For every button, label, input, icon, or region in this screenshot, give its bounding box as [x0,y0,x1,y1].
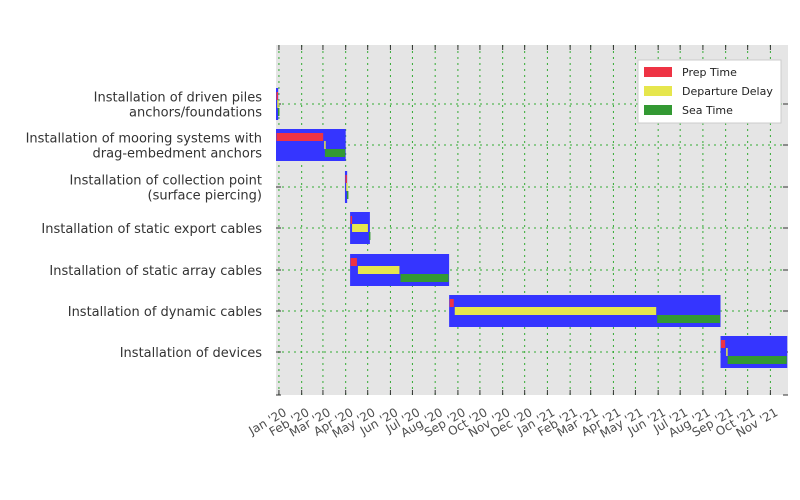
y-category-label: Installation of devices [120,346,262,361]
y-category-label: drag-embedment anchors [93,147,263,162]
total-duration-bar [276,88,279,120]
y-category-label: (surface piercing) [148,189,263,204]
legend-swatch-sea [644,105,672,115]
y-category-label: Installation of driven piles [94,91,263,106]
sea-time-bar [400,274,449,282]
y-category-label: Installation of mooring systems with [26,132,262,147]
y-category-label: Installation of static array cables [49,264,262,279]
y-category-label: anchors/foundations [129,106,262,121]
departure-delay-bar [352,224,368,232]
sea-time-bar [277,108,280,116]
legend-label-delay: Departure Delay [682,85,773,98]
departure-delay-bar [454,307,657,315]
gantt-task [276,129,346,161]
gantt-task [720,336,788,368]
legend-label-sea: Sea Time [682,104,733,117]
legend-label-prep: Prep Time [682,66,737,79]
departure-delay-bar [277,100,279,108]
y-axis-labels: Installation of driven pilesanchors/foun… [26,91,263,362]
prep-time-bar [721,340,726,348]
gantt-task [449,295,721,327]
y-category-label: Installation of collection point [70,174,262,189]
prep-time-bar [449,299,454,307]
legend-swatch-delay [644,86,672,96]
prep-time-bar [350,258,357,266]
y-category-label: Installation of dynamic cables [68,305,262,320]
departure-delay-bar [357,266,400,274]
gantt-task [350,254,450,286]
total-duration-bar [344,171,348,203]
sea-time-bar [324,149,346,157]
departure-delay-bar [324,141,326,149]
bars-layer [276,88,788,368]
prep-time-bar [350,216,353,224]
gantt-task [344,171,349,203]
gantt-task [350,212,371,244]
prep-time-bar [345,175,347,183]
departure-delay-bar [346,183,348,191]
sea-time-bar [657,315,721,323]
prep-time-bar [276,92,278,100]
departure-delay-bar [726,348,728,356]
gantt-task [276,88,280,120]
legend-swatch-prep [644,67,672,77]
sea-time-bar [368,232,371,240]
sea-time-bar [727,356,787,364]
legend: Prep Time Departure Delay Sea Time [637,59,782,124]
prep-time-bar [276,133,324,141]
y-category-label: Installation of static export cables [41,222,262,237]
sea-time-bar [346,191,349,199]
